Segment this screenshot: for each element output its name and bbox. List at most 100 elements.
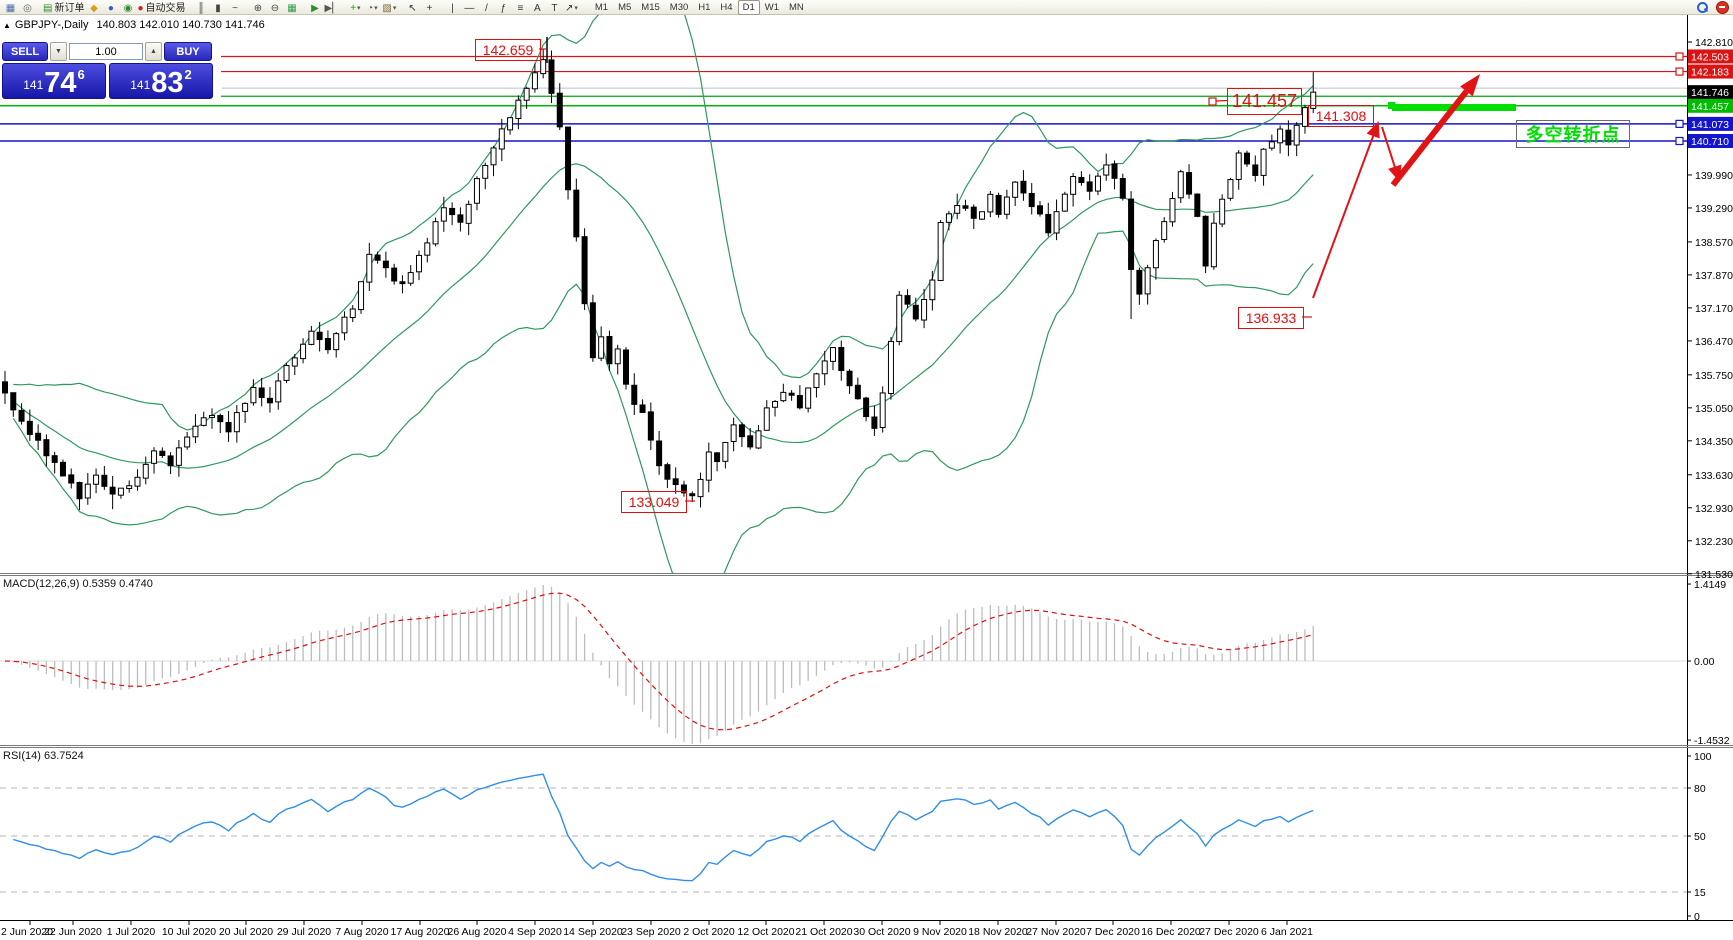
search-icon[interactable] <box>1694 1 1711 14</box>
volume-up-button[interactable]: ▲ <box>145 42 162 61</box>
line-chart-icon[interactable]: ~ <box>232 3 238 14</box>
macd-pane[interactable] <box>0 584 1687 745</box>
timeframe-w1[interactable]: W1 <box>764 1 779 13</box>
ohlc-values: 140.803 142.010 140.730 141.746 <box>96 19 265 31</box>
tile-windows-icon[interactable]: ▦ <box>287 3 297 14</box>
timeframe-m15[interactable]: M15 <box>641 1 660 13</box>
price-badge-label: 142.503 <box>1691 51 1729 63</box>
market-watch-icon[interactable]: ● <box>107 3 114 14</box>
date-tick: 23 Sep 2020 <box>621 926 681 938</box>
indicators-icon[interactable]: + ▾ <box>350 3 361 14</box>
price-tick: 142.810 <box>1695 37 1733 49</box>
note-text-box[interactable]: 多空转折点 <box>1516 120 1630 148</box>
zoom-out-icon[interactable]: ⊖ <box>270 3 280 14</box>
date-tick: 9 Nov 2020 <box>913 926 967 938</box>
sell-price-display[interactable]: 141 74 6 <box>2 63 106 99</box>
date-tick: 16 Dec 2020 <box>1141 926 1201 938</box>
date-tick: 30 Oct 2020 <box>853 926 910 938</box>
candlestick-chart-icon[interactable]: ▮ <box>215 3 221 14</box>
levels-icon[interactable]: ≡ <box>517 3 524 14</box>
vertical-line-icon[interactable]: | <box>451 3 454 14</box>
candles-layer <box>2 49 1317 511</box>
periods-icon[interactable]: ◔ ▾ <box>367 3 378 14</box>
date-tick: 2 Jun 2020 <box>1 926 53 938</box>
crosshair-icon[interactable]: + <box>426 3 433 14</box>
timeframe-d1[interactable]: D1 <box>737 0 760 15</box>
macd-tick: -1.4532 <box>1694 735 1730 747</box>
autotrade-icon[interactable]: ● 自动交易 <box>137 3 186 14</box>
trend-arrow <box>1312 121 1380 299</box>
timeframe-m5[interactable]: M5 <box>618 1 632 13</box>
buy-price-display[interactable]: 141 83 2 <box>109 63 213 99</box>
price-annotation-label[interactable]: 141.308 <box>1308 105 1374 127</box>
price-annotation-label[interactable]: 142.659 <box>475 39 541 61</box>
date-tick: 27 Nov 2020 <box>1026 926 1086 938</box>
panel-collapse-icon[interactable]: ▲ <box>3 20 11 30</box>
buy-button[interactable]: BUY <box>164 42 212 61</box>
timeframe-m1[interactable]: M1 <box>594 1 609 13</box>
horizontal-line-icon[interactable]: — <box>464 3 475 14</box>
trendline-icon[interactable]: / <box>485 3 488 14</box>
community-chat-icon[interactable] <box>1714 1 1731 14</box>
price-annotation-label[interactable]: 141.457 <box>1227 88 1302 115</box>
price-badge-label: 141.073 <box>1691 119 1729 131</box>
date-tick: 12 Oct 2020 <box>737 926 794 938</box>
date-tick: 22 Jun 2020 <box>44 926 102 938</box>
price-axis[interactable]: 142.810 139.990 139.290 138.570 137.870 137.1… <box>1675 37 1733 923</box>
price-tick: 132.930 <box>1695 503 1733 515</box>
price-badge <box>1688 85 1733 100</box>
date-tick: 21 Oct 2020 <box>795 926 852 938</box>
price-annotation-label[interactable]: 136.933 <box>1238 307 1304 329</box>
new-order-icon[interactable]: ▤ 新订单 <box>43 3 85 14</box>
timeframe-m30[interactable]: M30 <box>669 1 689 13</box>
macd-tick: 0.00 <box>1694 656 1715 668</box>
date-tick: 17 Aug 2020 <box>391 926 450 938</box>
chart-shift-icon[interactable]: ▶▏ <box>324 3 340 14</box>
drawing-objects[interactable] <box>1312 74 1516 299</box>
date-tick: 4 Sep 2020 <box>508 926 562 938</box>
templates-icon[interactable]: ▧ ▾ <box>382 3 397 14</box>
price-badge <box>1688 98 1733 113</box>
zoom-in-icon[interactable]: ⊕ <box>253 3 263 14</box>
timeframe-mn[interactable]: MN <box>788 1 804 13</box>
profiles-icon[interactable]: ◎ <box>23 3 32 14</box>
rsi-pane[interactable] <box>0 773 1687 893</box>
macd-label: MACD(12,26,9) 0.5359 0.4740 <box>3 578 153 590</box>
date-tick: 27 Dec 2020 <box>1199 926 1259 938</box>
metaeditor-icon[interactable]: ◆ <box>90 3 98 14</box>
date-tick: 7 Aug 2020 <box>335 926 388 938</box>
price-annotation-label[interactable]: 133.049 <box>621 491 687 513</box>
price-badge <box>1688 64 1733 79</box>
price-tick: 137.170 <box>1695 303 1733 315</box>
price-tick: 139.290 <box>1695 203 1733 215</box>
volume-input[interactable] <box>69 43 143 60</box>
text-icon[interactable]: A <box>534 3 541 14</box>
rsi-tick: 80 <box>1694 783 1706 795</box>
arrows-icon[interactable]: ↗ ▾ <box>564 3 578 14</box>
annotation-callouts <box>539 37 1312 502</box>
fibonacci-icon[interactable]: ƒ <box>500 3 507 14</box>
timeframe-h1[interactable]: H1 <box>698 1 711 13</box>
new-chart-icon[interactable]: ▦ <box>5 3 16 14</box>
date-tick: 1 Jul 2020 <box>107 926 156 938</box>
volume-down-button[interactable]: ▼ <box>50 42 67 61</box>
buy-price-point: 2 <box>184 67 192 82</box>
price-badge-label: 141.457 <box>1691 101 1729 113</box>
main-pane[interactable] <box>0 0 1687 618</box>
rsi-tick: 15 <box>1694 887 1706 899</box>
bar-chart-icon[interactable]: ║ <box>197 3 205 14</box>
price-tick: 135.750 <box>1695 370 1733 382</box>
signals-icon[interactable]: ◉ <box>123 3 133 14</box>
date-tick: 6 Jan 2021 <box>1261 926 1313 938</box>
label-icon[interactable]: T <box>551 3 558 14</box>
sell-button[interactable]: SELL <box>2 42 48 61</box>
rsi-tick: 0 <box>1694 911 1700 923</box>
timeframe-h4[interactable]: H4 <box>720 1 733 13</box>
auto-scroll-icon[interactable]: ▶ <box>311 3 319 14</box>
one-click-trade-panel: SELL ▼ ▲ BUY 141 74 6 141 83 2 <box>0 41 221 104</box>
toolbar: ▦ ◎ ▤ 新订单 ◆ ● ◉ ● 自动交易 ║ ▮ ~ ⊕ ⊖ ▦ ▶ ▶▏ + ▾ ◔ ▾ ▧ ▾ ↖ + | — / ƒ ≡ A T ↗ ▾… <box>0 0 1733 15</box>
cursor-icon[interactable]: ↖ <box>408 3 417 14</box>
